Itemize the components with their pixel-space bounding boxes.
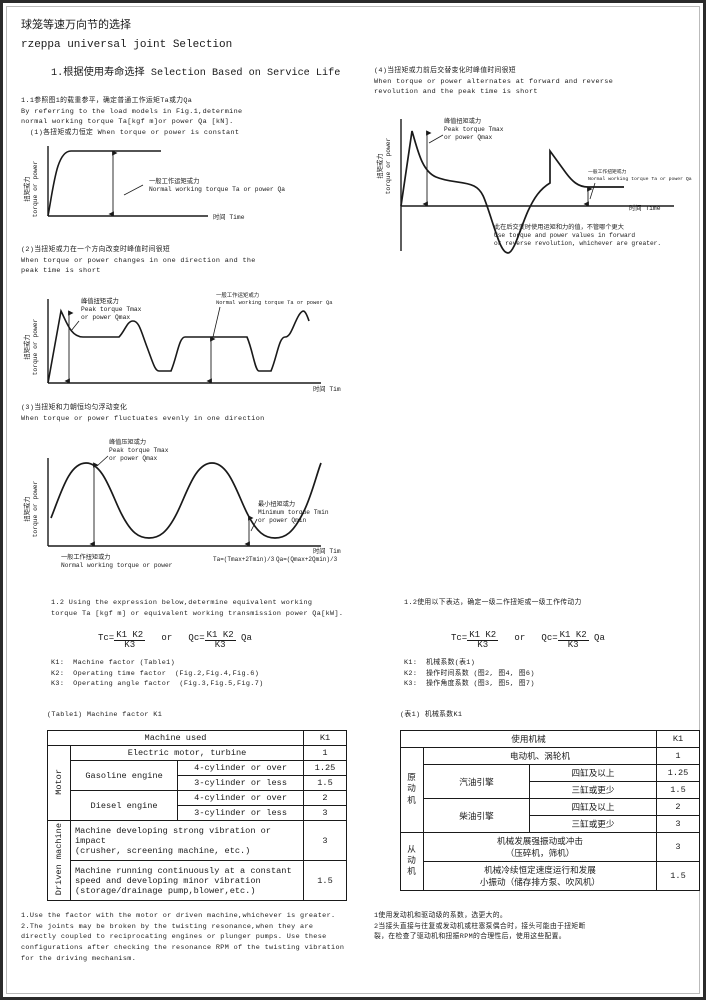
svg-text:or reverse revolution, whichev: or reverse revolution, whichever are gre… (494, 240, 661, 247)
svg-text:峰值扭矩或力: 峰值扭矩或力 (444, 117, 481, 125)
svg-text:Peak torque Tmax: Peak torque Tmax (81, 306, 142, 313)
svg-text:峰值扭矩或力: 峰值扭矩或力 (81, 296, 119, 305)
svg-text:扭矩或力: 扭矩或力 (22, 334, 31, 359)
svg-text:or power Qmax: or power Qmax (444, 134, 493, 141)
svg-text:Use torque and power values in: Use torque and power values in forward (494, 232, 635, 239)
svg-text:or power Qmin: or power Qmin (258, 517, 307, 524)
svg-text:or power Qmax: or power Qmax (81, 314, 130, 321)
svg-text:Normal working torque Ta or po: Normal working torque Ta or power Qa (588, 176, 692, 182)
svg-text:Peak torque Tmax: Peak torque Tmax (444, 126, 504, 133)
svg-text:时间 Time: 时间 Time (313, 546, 341, 555)
svg-text:一般工作扭矩或力: 一般工作扭矩或力 (61, 553, 111, 561)
svg-text:峰值压矩或力: 峰值压矩或力 (109, 438, 146, 446)
svg-text:最小扭矩或力: 最小扭矩或力 (258, 500, 295, 508)
svg-text:torque or power: torque or power (32, 160, 39, 217)
svg-text:一般工作运矩或力: 一般工作运矩或力 (216, 291, 259, 299)
svg-text:or power Qmax: or power Qmax (109, 455, 158, 462)
svg-text:时间 Time: 时间 Time (313, 384, 341, 393)
svg-text:扭矩或力: 扭矩或力 (22, 176, 31, 201)
svg-text:torque or power: torque or power (32, 318, 39, 375)
svg-text:一般工作扭矩或力: 一般工作扭矩或力 (588, 168, 627, 175)
svg-text:此在后交变时使用运矩和力的值，不管哪个更大: 此在后交变时使用运矩和力的值，不管哪个更大 (494, 223, 624, 231)
svg-text:Ta=(Tmax+2Tmin)/3: Ta=(Tmax+2Tmin)/3 (213, 556, 275, 563)
svg-text:一般工作运矩或力: 一般工作运矩或力 (149, 176, 199, 185)
svg-text:Normal working torque or power: Normal working torque or power (61, 562, 173, 569)
svg-text:Peak torque Tmax: Peak torque Tmax (109, 447, 169, 454)
svg-text:Normal working torque Ta or po: Normal working torque Ta or power Qa (216, 300, 333, 306)
svg-text:Normal working torque Ta or po: Normal working torque Ta or power Qa (149, 186, 285, 193)
svg-text:Minimum torque Tmin: Minimum torque Tmin (258, 509, 329, 516)
svg-text:扭矩或力: 扭矩或力 (375, 153, 384, 178)
svg-text:torque or power: torque or power (385, 137, 392, 194)
svg-text:torque or power: torque or power (32, 480, 39, 537)
svg-text:扭矩或力: 扭矩或力 (22, 496, 31, 521)
svg-text:时间 Time: 时间 Time (213, 212, 245, 221)
svg-text:Qa=(Qmax+2Qmin)/3: Qa=(Qmax+2Qmin)/3 (276, 556, 338, 563)
svg-text:时间 Time: 时间 Time (629, 203, 661, 212)
